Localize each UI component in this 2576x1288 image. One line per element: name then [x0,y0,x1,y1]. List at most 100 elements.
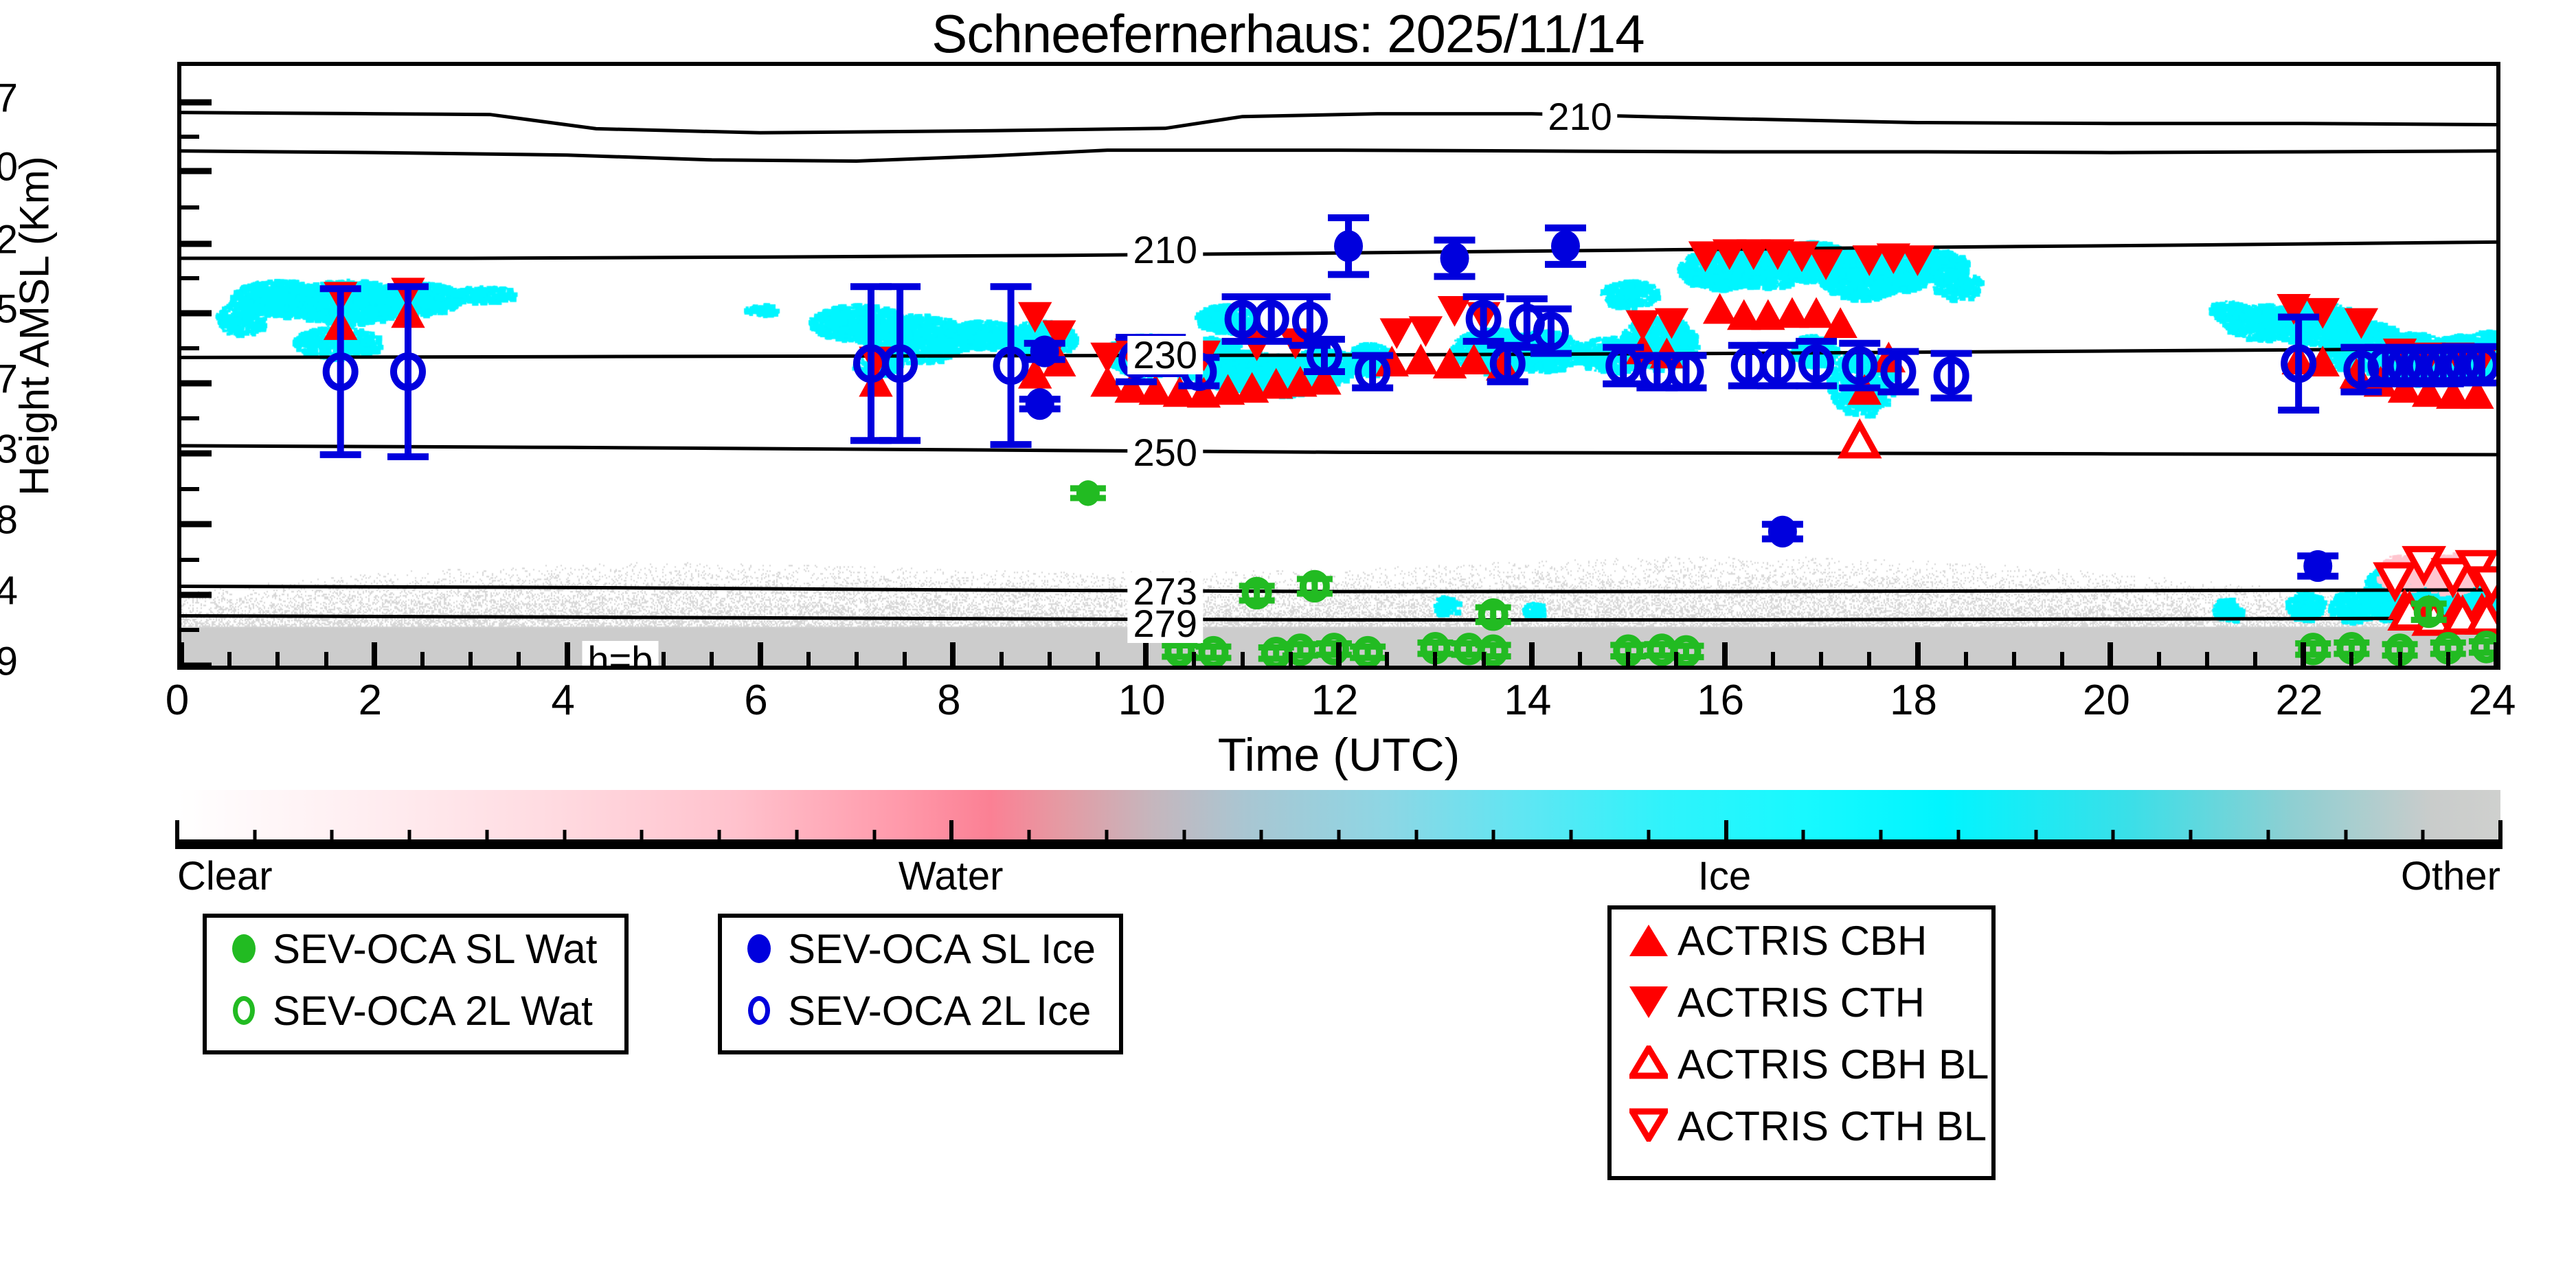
legend-item[interactable]: SEV-OCA 2L Ice [722,980,1119,1041]
legend-item-label: SEV-OCA 2L Ice [788,987,1092,1034]
colorbar-tick [1569,830,1573,849]
legend-item[interactable]: SEV-OCA 2L Wat [207,980,624,1041]
marker-filled-triangle-up [1259,368,1293,399]
x-tick-mark [1914,642,1921,666]
legend-item[interactable]: SEV-OCA SL Wat [207,918,624,980]
legend-filled-circle-icon [747,934,771,963]
marker-open-circle [1465,300,1502,339]
contour-label: 210 [1542,97,1618,136]
marker-open-circle [1933,356,1969,396]
legend-item[interactable]: ACTRIS CBH [1612,909,1991,971]
x-tick-mark [1288,652,1293,666]
x-tick-mark [854,652,859,666]
marker-filled-triangle-up [1727,299,1761,330]
x-tick-mark [1047,652,1052,666]
colorbar-tick [175,820,179,849]
y-tick-mark-minor [181,416,199,420]
colorbar-tick [2189,830,2193,849]
x-tick-mark [999,652,1004,666]
colorbar-tick [2111,830,2115,849]
x-tick-mark [371,642,377,666]
marker-filled-triangle-up [1823,307,1857,338]
x-tick-mark [1770,652,1775,666]
x-tick-mark [1819,652,1824,666]
marker-filled-triangle-down [1090,342,1125,374]
x-tick-mark [1385,652,1390,666]
marker-open-circle [2471,631,2496,664]
y-tick-label: 11.5 [0,286,18,332]
marker-filled-triangle-up [1702,293,1737,324]
legend-item[interactable]: SEV-OCA SL Ice [722,918,1119,980]
x-axis-label: Time (UTC) [1217,729,1460,781]
x-tick-label: 12 [1311,677,1359,724]
marker-open-circle [389,352,426,392]
marker-filled-circle [1334,230,1364,262]
x-tick-mark [1674,652,1679,666]
x-tick-mark [1192,652,1197,666]
colorbar-tick [949,820,954,849]
x-tick-mark [2156,652,2161,666]
y-tick-mark-minor [181,486,199,491]
legend-sev-oca-water[interactable]: SEV-OCA SL Wat SEV-OCA 2L Wat [203,914,629,1054]
marker-filled-circle [1550,230,1580,262]
colorbar-tick [795,830,799,849]
marker-open-circle [1355,352,1391,392]
y-tick-mark-minor [181,205,199,210]
legend-item[interactable]: ACTRIS CTH [1612,971,1991,1033]
marker-filled-triangle-down [2344,308,2379,339]
colorbar-tick [330,830,334,849]
colorbar-tick [1724,820,1728,849]
legend-open-triangle-down-icon [1627,1107,1671,1145]
marker-open-circle [1198,635,1229,666]
marker-filled-triangle-up [2436,378,2470,409]
y-tick-mark-minor [181,346,199,350]
y-tick-label: 2.79 [0,639,18,684]
x-tick-mark [903,652,907,666]
marker-open-circle [1253,300,1289,339]
colorbar-tick [1491,830,1495,849]
marker-filled-triangle-up [1456,343,1491,375]
x-tick-label: 8 [937,677,961,724]
x-tick-mark [2252,652,2257,666]
y-tick-mark [181,662,212,666]
colorbar-label-clear: Clear [177,854,273,899]
marker-filled-circle [1767,515,1797,547]
contour-line [181,585,2496,594]
y-tick-label: 13.2 [0,217,18,262]
y-tick-mark-minor [181,557,199,562]
y-tick-mark [181,591,212,598]
colorbar-tick [717,830,721,849]
marker-filled-circle [2303,550,2333,583]
contour-label: h=b [582,641,659,666]
legend-actris[interactable]: ACTRIS CBH ACTRIS CTH ACTRIS CBH BL ACTRIS … [1607,905,1996,1180]
x-tick-mark [1095,652,1100,666]
y-tick-mark-minor [181,276,199,281]
marker-filled-triangle-down [1785,241,1819,273]
legend-item[interactable]: ACTRIS CBH BL [1612,1033,1991,1095]
y-tick-label: 8.03 [0,427,18,472]
marker-filled-triangle-down [1625,310,1660,341]
colorbar-tick [1337,830,1341,849]
marker-open-circle [1306,336,1342,375]
x-tick-mark [2494,642,2496,666]
colorbar-tick [640,830,644,849]
legend-filled-triangle-up-icon [1629,925,1668,956]
y-tick-mark [181,521,212,528]
x-tick-mark [1433,652,1438,666]
colorbar: Clear Water Ice Other [175,790,2502,899]
legend-item-label: ACTRIS CTH BL [1677,1103,1987,1149]
marker-filled-circle [1025,388,1054,420]
legend-item[interactable]: ACTRIS CTH BL [1612,1095,1991,1157]
x-tick-label: 18 [1890,677,1937,724]
marker-filled-triangle-up [1186,376,1221,408]
marker-open-circle [1478,598,1509,631]
x-tick-mark [2011,652,2016,666]
marker-open-circle [322,352,359,392]
marker-open-triangle-down [2373,562,2417,602]
legend-item-label: SEV-OCA SL Wat [273,925,598,972]
x-tick-mark [324,652,328,666]
colorbar-tick [1259,830,1263,849]
marker-filled-triangle-up [1162,376,1197,407]
legend-sev-oca-ice[interactable]: SEV-OCA SL Ice SEV-OCA 2L Ice [718,914,1123,1054]
contour-label: 210 [1127,231,1203,270]
